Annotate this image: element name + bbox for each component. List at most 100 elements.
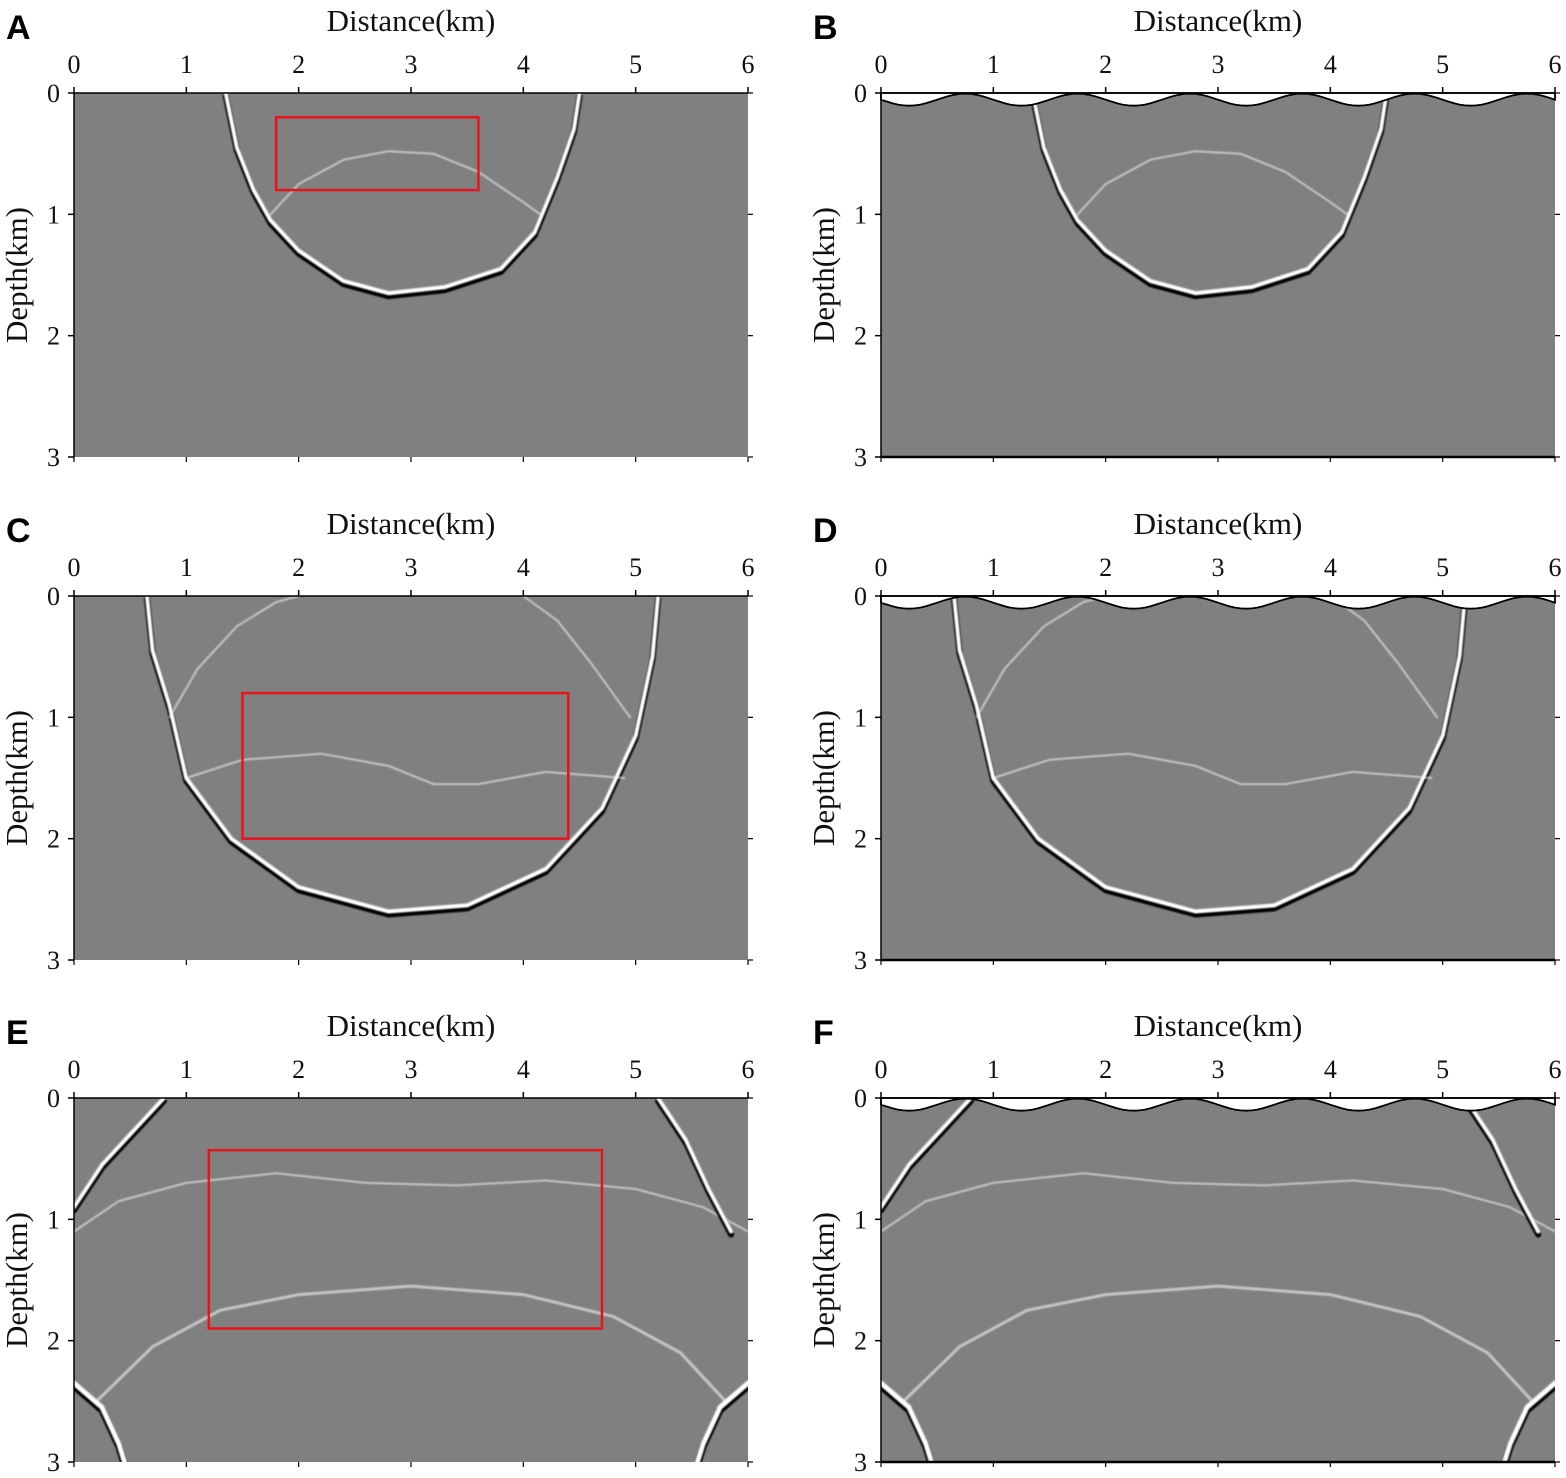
wavefronts <box>144 596 662 918</box>
x-tick-label: 4 <box>1324 50 1337 79</box>
wavefront-curve <box>881 1098 973 1210</box>
y-tick-label: 0 <box>854 1084 867 1113</box>
x-tick-label: 1 <box>180 1055 193 1084</box>
wavefront-curve <box>145 596 661 914</box>
x-tick-label: 3 <box>405 1055 418 1084</box>
wavefront-curve <box>74 1380 127 1462</box>
panel-e: 0 1 2 3 4 5 6 0 1 2 3 Distance(km) Depth(km) E <box>0 1008 755 1477</box>
x-tick-label: 0 <box>875 553 888 582</box>
y-tick-label: 3 <box>854 946 867 975</box>
panel-letter: A <box>6 9 31 47</box>
x-tick-label: 6 <box>1549 553 1562 582</box>
x-tick-label: 1 <box>180 50 193 79</box>
y-tick-label: 0 <box>854 582 867 611</box>
x-tick-label: 1 <box>180 553 193 582</box>
wavefronts <box>74 1098 748 1462</box>
panel-c: 0 1 2 3 4 5 6 0 1 2 3 Distance(km) Depth(km) C <box>0 506 755 975</box>
x-tick-label: 0 <box>875 1055 888 1084</box>
x-tick-label: 6 <box>1549 50 1562 79</box>
x-tick-label: 5 <box>629 50 642 79</box>
y-tick-label: 2 <box>854 1327 867 1356</box>
wavefront-curve <box>522 596 632 719</box>
x-tick-label: 5 <box>1436 50 1449 79</box>
y-axis-title: Depth(km) <box>0 207 34 343</box>
x-tick-label: 5 <box>629 1055 642 1084</box>
x-axis-title: Distance(km) <box>1134 3 1303 38</box>
x-tick-label: 4 <box>517 1055 530 1084</box>
x-tick-label: 3 <box>405 50 418 79</box>
x-tick-label: 1 <box>987 553 1000 582</box>
panel-b: 0 1 2 3 4 5 6 0 1 2 3 Distance(km) Depth(km) B <box>806 3 1562 472</box>
y-tick-label: 0 <box>47 1084 60 1113</box>
x-axis-title: Distance(km) <box>1134 506 1303 541</box>
x-axis-title: Distance(km) <box>327 3 496 38</box>
wavefront-curve <box>168 596 300 719</box>
x-tick-label: 6 <box>1549 1055 1562 1084</box>
y-tick-label: 0 <box>854 79 867 108</box>
wavefront-curve <box>1463 1098 1541 1234</box>
wavefront-curve <box>881 1172 1555 1233</box>
wavefield-image <box>881 1098 1555 1462</box>
x-tick-label: 4 <box>1324 1055 1337 1084</box>
x-tick-label: 2 <box>1099 1055 1112 1084</box>
wavefront-curve <box>881 1380 934 1462</box>
wavefronts <box>881 1098 1555 1462</box>
highlight-box <box>241 691 570 840</box>
panel-letter: C <box>6 512 31 550</box>
x-tick-label: 6 <box>742 50 755 79</box>
surface-topography <box>880 1097 1556 1112</box>
wavefront-curve <box>223 93 582 296</box>
x-axis-title: Distance(km) <box>327 1008 496 1043</box>
wavefield-image <box>881 596 1555 960</box>
panel-letter: E <box>6 1014 29 1052</box>
y-tick-label: 3 <box>854 1448 867 1477</box>
y-tick-label: 3 <box>47 443 60 472</box>
y-tick-label: 2 <box>47 322 60 351</box>
x-tick-label: 5 <box>1436 1055 1449 1084</box>
y-tick-label: 1 <box>854 703 867 732</box>
y-tick-label: 1 <box>854 200 867 229</box>
wavefield-image <box>74 93 748 457</box>
y-tick-label: 1 <box>47 703 60 732</box>
x-tick-label: 0 <box>68 553 81 582</box>
wavefield-image <box>74 596 748 960</box>
panel-letter: D <box>813 512 838 550</box>
panel-a: 0 1 2 3 4 5 6 0 1 2 3 Distance(km) Depth(km) A <box>0 3 755 472</box>
wavefront-curve <box>74 1172 748 1233</box>
y-tick-label: 3 <box>47 946 60 975</box>
highlight-box <box>274 116 480 192</box>
x-tick-label: 0 <box>68 1055 81 1084</box>
x-tick-label: 2 <box>292 50 305 79</box>
x-tick-label: 2 <box>1099 553 1112 582</box>
surface-topography <box>880 92 1556 107</box>
surface-topography <box>880 595 1556 610</box>
y-axis-title: Depth(km) <box>806 710 841 846</box>
x-axis-title: Distance(km) <box>327 506 496 541</box>
x-tick-label: 6 <box>742 553 755 582</box>
x-tick-label: 1 <box>987 50 1000 79</box>
x-tick-label: 4 <box>517 50 530 79</box>
wavefront-curve <box>185 752 626 786</box>
highlight-box <box>207 1148 604 1330</box>
wavefront-curve <box>992 752 1433 786</box>
x-tick-label: 3 <box>1212 553 1225 582</box>
wavefronts <box>222 93 583 300</box>
y-tick-label: 1 <box>854 1205 867 1234</box>
x-tick-label: 4 <box>1324 553 1337 582</box>
x-tick-label: 3 <box>1212 50 1225 79</box>
x-tick-label: 2 <box>1099 50 1112 79</box>
x-tick-label: 1 <box>987 1055 1000 1084</box>
y-axis-title: Depth(km) <box>806 1212 841 1348</box>
wavefronts <box>1029 93 1390 300</box>
x-tick-label: 5 <box>629 553 642 582</box>
y-tick-label: 1 <box>47 1205 60 1234</box>
x-tick-label: 2 <box>292 553 305 582</box>
y-tick-label: 2 <box>854 322 867 351</box>
wavefront-curve <box>902 1284 1534 1403</box>
wavefield-image <box>74 1098 748 1462</box>
x-tick-label: 4 <box>517 553 530 582</box>
y-tick-label: 3 <box>47 1448 60 1477</box>
x-tick-label: 3 <box>405 553 418 582</box>
panel-letter: B <box>813 9 838 47</box>
